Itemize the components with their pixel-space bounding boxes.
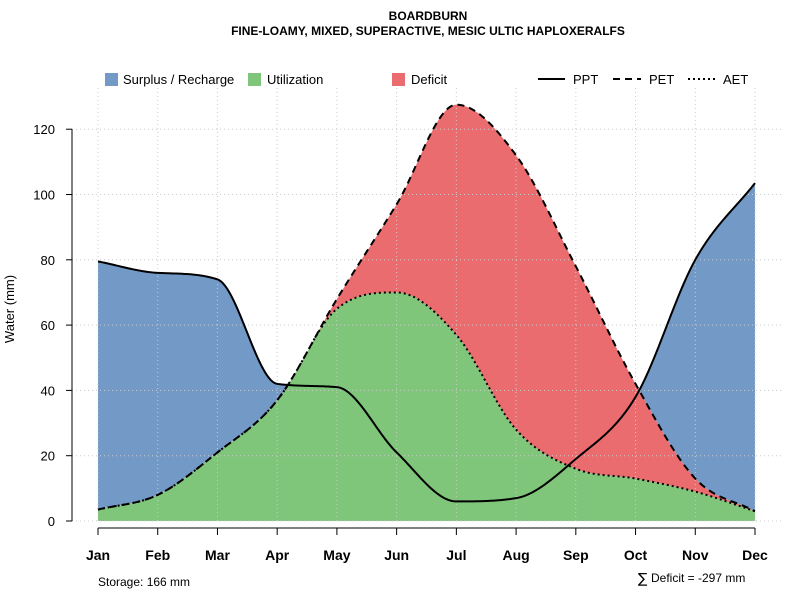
y-tick-label: 0 [48,514,55,529]
x-tick-label: Jun [384,547,409,563]
fill-deficit [98,104,755,512]
sum-symbol: ∑ [638,571,648,587]
fill-utilization [98,292,755,521]
series-line-ppt [97,182,756,503]
chart-subtitle: FINE-LOAMY, MIXED, SUPERACTIVE, MESIC UL… [231,24,625,38]
y-tick-label: 80 [41,253,55,268]
legend-swatch-deficit [392,73,405,86]
legend-swatch-utilization [248,73,261,86]
fill-surplus-recharge [98,104,755,512]
y-tick-label: 40 [41,383,55,398]
legend: Surplus / Recharge Utilization Deficit P… [105,72,748,87]
legend-label-pet: PET [649,72,674,87]
x-tick-label: Dec [742,547,768,563]
x-tick-label: Aug [502,547,529,563]
x-tick-label: Jan [86,547,110,563]
y-axis-label: Water (mm) [2,275,17,343]
legend-swatch-surplus [105,73,118,86]
legend-label-surplus: Surplus / Recharge [123,72,234,87]
legend-label-deficit: Deficit [411,72,448,87]
y-axis: 0 20 40 60 80 100 120 [33,122,73,529]
x-tick-label: Apr [265,547,290,563]
y-tick-label: 100 [33,188,55,203]
storage-annotation: Storage: 166 mm [98,575,190,589]
x-tick-label: Oct [624,547,648,563]
x-tick-label: May [323,547,350,563]
series-lines [97,103,756,513]
y-tick-label: 120 [33,122,55,137]
legend-label-utilization: Utilization [267,72,323,87]
x-tick-label: Jul [446,547,466,563]
deficit-annotation: Deficit = -297 mm [651,571,745,585]
x-tick-label: Feb [145,547,170,563]
series-line-aet [97,291,756,513]
x-tick-label: Mar [205,547,230,563]
series-line-pet [97,103,756,513]
area-fills [98,104,755,521]
legend-label-aet: AET [723,72,748,87]
legend-label-ppt: PPT [573,72,598,87]
chart-title: BOARDBURN [389,9,468,23]
grid-lines [72,88,784,522]
x-tick-label: Sep [563,547,589,563]
y-tick-label: 60 [41,318,55,333]
x-tick-label: Nov [682,547,709,563]
y-tick-label: 20 [41,449,55,464]
x-axis: Jan Feb Mar Apr May Jun Jul Aug Sep Oct Nov Dec [86,527,768,563]
